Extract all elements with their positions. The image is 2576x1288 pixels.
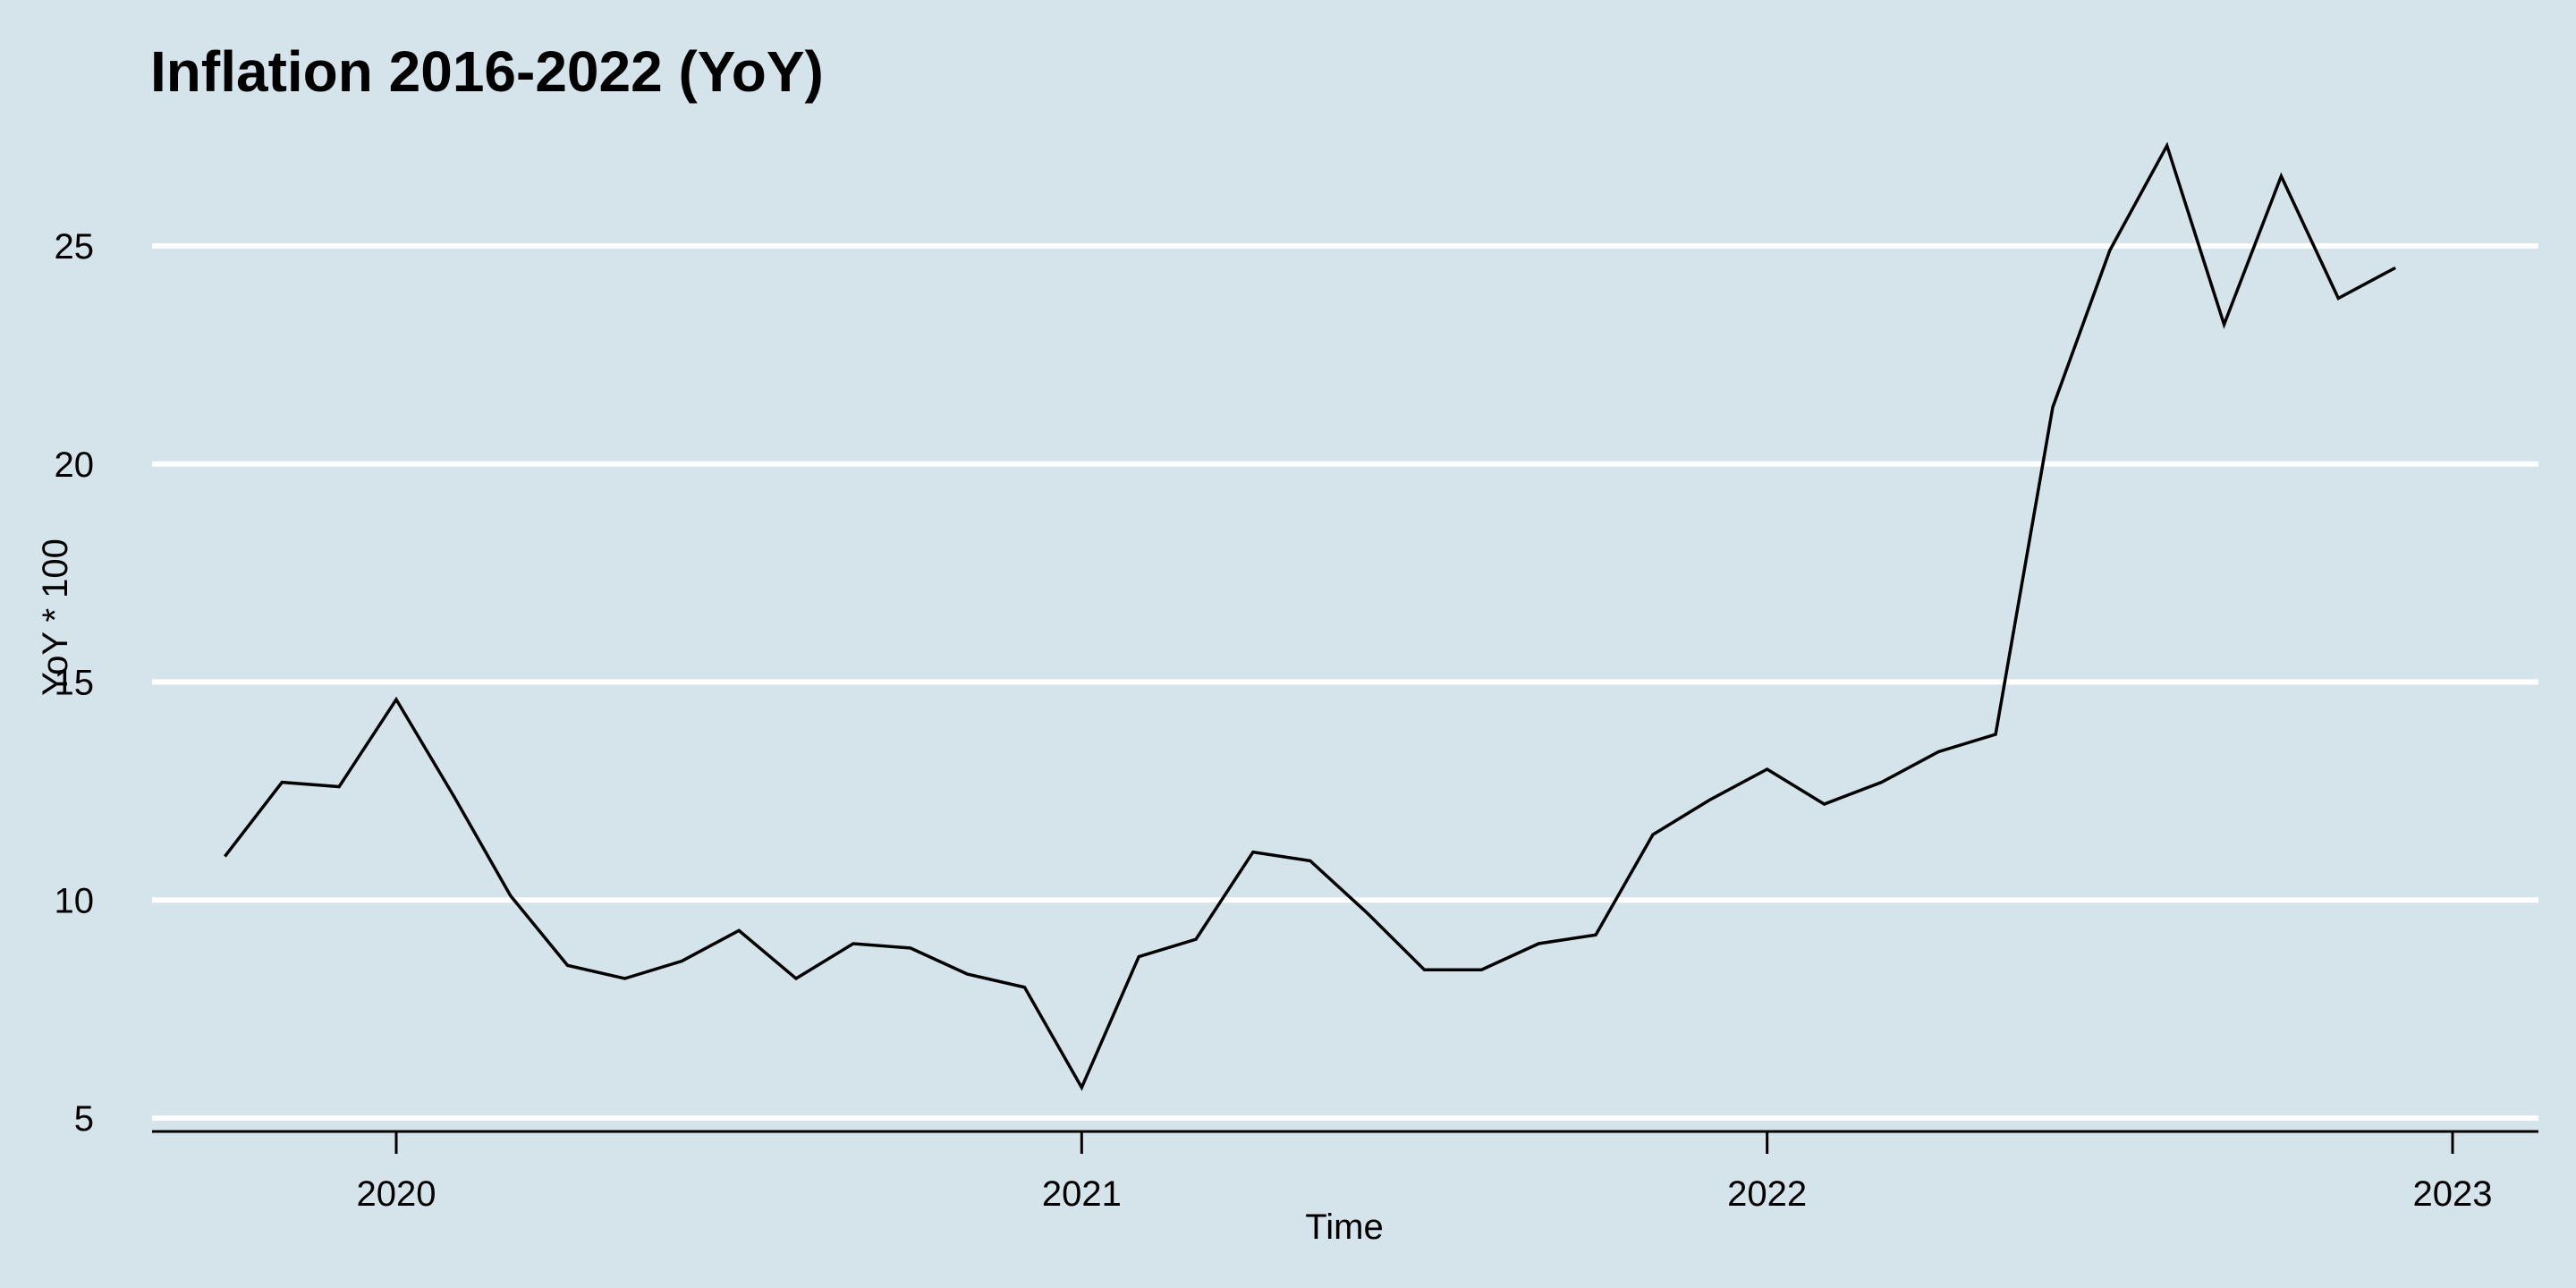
y-tick-label: 10 bbox=[55, 881, 95, 920]
y-axis-label: YoY * 100 bbox=[36, 538, 75, 696]
y-tick-label: 20 bbox=[55, 445, 95, 485]
x-tick-label: 2021 bbox=[1042, 1174, 1122, 1214]
x-tick-label: 2023 bbox=[2413, 1174, 2493, 1214]
chart-title: Inflation 2016-2022 (YoY) bbox=[150, 39, 824, 104]
y-axis: 5 10 15 20 25 bbox=[55, 227, 95, 1139]
x-axis: 2020 2021 2022 2023 bbox=[152, 1130, 2538, 1214]
y-tick-label: 5 bbox=[74, 1099, 94, 1139]
grid-lines bbox=[152, 243, 2538, 1121]
x-axis-label: Time bbox=[1305, 1208, 1383, 1247]
x-tick-label: 2022 bbox=[1727, 1174, 1807, 1214]
x-tick-label: 2020 bbox=[357, 1174, 436, 1214]
series-layer bbox=[224, 141, 2396, 1091]
y-tick-label: 15 bbox=[55, 664, 95, 703]
y-tick-label: 25 bbox=[55, 227, 95, 267]
